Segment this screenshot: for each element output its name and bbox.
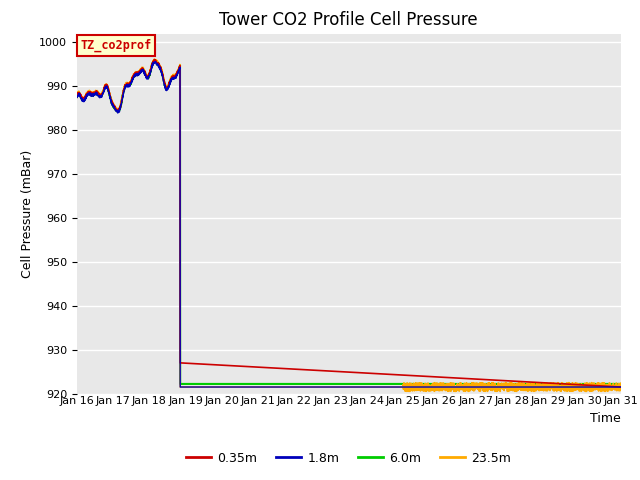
Title: Tower CO2 Profile Cell Pressure: Tower CO2 Profile Cell Pressure	[220, 11, 478, 29]
Legend: 0.35m, 1.8m, 6.0m, 23.5m: 0.35m, 1.8m, 6.0m, 23.5m	[181, 447, 516, 469]
X-axis label: Time: Time	[590, 412, 621, 425]
Text: TZ_co2prof: TZ_co2prof	[81, 39, 152, 52]
Y-axis label: Cell Pressure (mBar): Cell Pressure (mBar)	[20, 149, 33, 278]
